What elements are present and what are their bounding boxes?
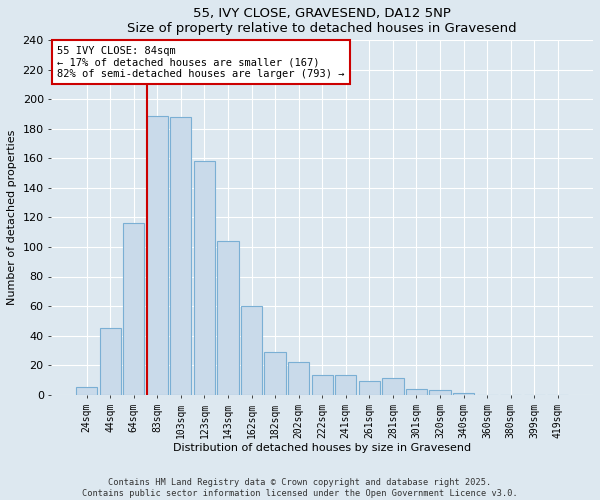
Bar <box>359 382 380 394</box>
Y-axis label: Number of detached properties: Number of detached properties <box>7 130 17 305</box>
Bar <box>194 162 215 394</box>
Bar <box>146 116 168 394</box>
Bar <box>170 117 191 394</box>
X-axis label: Distribution of detached houses by size in Gravesend: Distribution of detached houses by size … <box>173 443 471 453</box>
Text: 55 IVY CLOSE: 84sqm
← 17% of detached houses are smaller (167)
82% of semi-detac: 55 IVY CLOSE: 84sqm ← 17% of detached ho… <box>57 46 344 79</box>
Bar <box>382 378 404 394</box>
Bar <box>217 241 239 394</box>
Bar <box>123 224 145 394</box>
Bar <box>100 328 121 394</box>
Bar <box>265 352 286 395</box>
Bar <box>241 306 262 394</box>
Bar <box>288 362 309 394</box>
Bar <box>430 390 451 394</box>
Bar <box>335 376 356 394</box>
Bar <box>453 393 474 394</box>
Bar <box>406 388 427 394</box>
Bar <box>76 387 97 394</box>
Title: 55, IVY CLOSE, GRAVESEND, DA12 5NP
Size of property relative to detached houses : 55, IVY CLOSE, GRAVESEND, DA12 5NP Size … <box>127 7 517 35</box>
Text: Contains HM Land Registry data © Crown copyright and database right 2025.
Contai: Contains HM Land Registry data © Crown c… <box>82 478 518 498</box>
Bar <box>311 376 333 394</box>
